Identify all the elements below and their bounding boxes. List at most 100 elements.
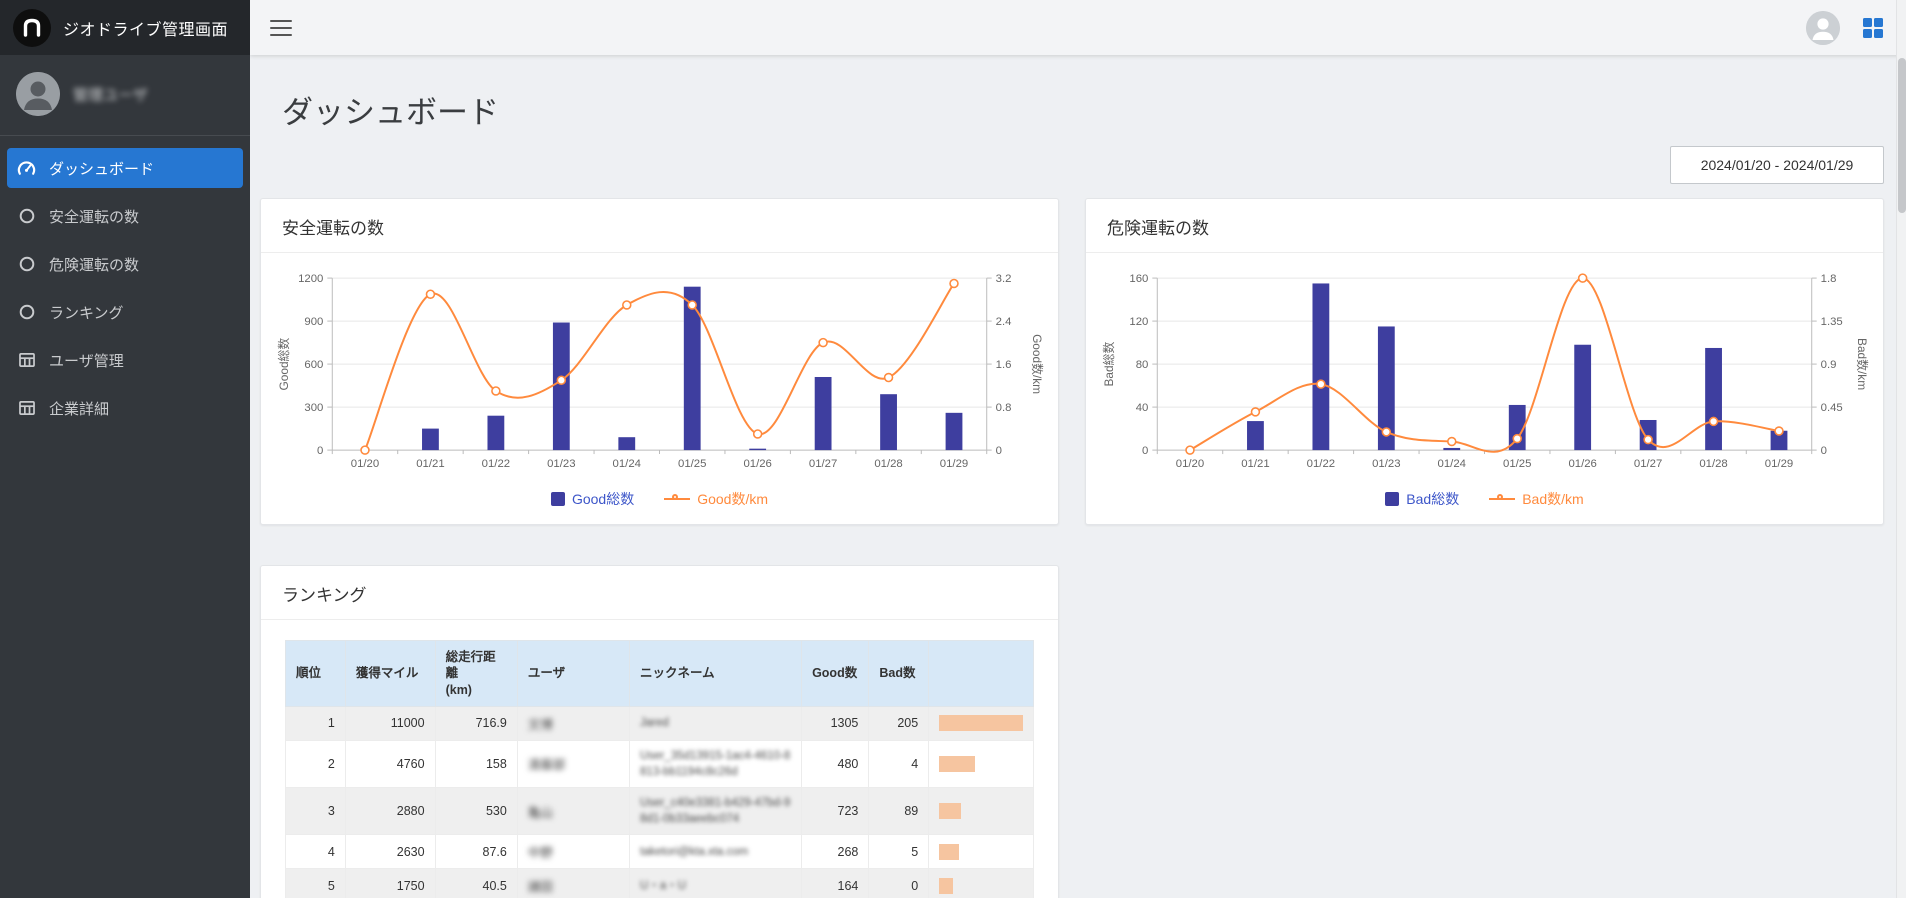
svg-text:01/27: 01/27 — [1634, 458, 1662, 470]
miles-bar-cell — [928, 739, 1034, 788]
date-range-input[interactable] — [1670, 146, 1884, 184]
svg-text:80: 80 — [1136, 359, 1149, 371]
svg-text:Good数/km: Good数/km — [1030, 334, 1044, 394]
table-row: 4 2630 87.6 中野 taketori@kta.xta.com 268 5 — [285, 834, 1034, 870]
nickname-cell: taketori@kta.xta.com — [629, 834, 803, 870]
user-name: 管理ユーザ — [73, 86, 148, 104]
ranking-table-body: 1 11000 716.9 文博 Jared 1305 205 2 4760 158 清藤部 User… — [285, 705, 1034, 898]
safe-driving-chart: 0 0 300 0.8 600 1.6 900 2.4 1200 3.2 01/20 01/21 01/… — [277, 273, 1044, 470]
svg-text:120: 120 — [1129, 316, 1148, 328]
bar-legend-marker-icon — [550, 492, 565, 506]
sidebar-item-danger-driving[interactable]: 危険運転の数 — [7, 244, 243, 284]
safe-driving-card: 安全運転の数 0 0 300 0.8 600 1.6 900 2.4 1200 3.2 01/20 0… — [260, 198, 1059, 525]
circle-icon — [17, 207, 36, 226]
legend-item-line[interactable]: Good数/km — [664, 489, 768, 509]
circle-icon — [17, 255, 36, 274]
danger-driving-chart-area: 0 0 40 0.45 80 0.9 120 1.35 160 1.8 01/20 01/21 01/2… — [1086, 253, 1883, 481]
logo-glyph-icon — [23, 18, 41, 37]
profile-avatar-icon[interactable] — [1806, 10, 1840, 45]
user-cell: 諸田 — [516, 868, 631, 898]
sidebar-item-user-management[interactable]: ユーザ管理 — [7, 340, 243, 380]
svg-text:01/20: 01/20 — [351, 458, 379, 470]
svg-text:01/28: 01/28 — [874, 458, 902, 470]
svg-text:0.9: 0.9 — [1821, 359, 1837, 371]
legend-item-bar[interactable]: Good総数 — [550, 489, 635, 509]
svg-text:1.6: 1.6 — [996, 359, 1012, 371]
column-header: Bad数 — [868, 640, 930, 707]
topbar — [250, 0, 1906, 55]
svg-text:300: 300 — [304, 402, 323, 414]
legend-item-line[interactable]: Bad数/km — [1489, 489, 1584, 509]
bar-legend-marker-icon — [1385, 492, 1400, 506]
distance-cell: 716.9 — [434, 705, 518, 741]
svg-text:01/25: 01/25 — [1503, 458, 1531, 470]
app-title: ジオドライブ管理画面 — [63, 21, 229, 39]
line-legend-marker-icon — [664, 494, 691, 504]
svg-text:2.4: 2.4 — [996, 316, 1012, 328]
table-row: 5 1750 40.5 諸田 U・a・U 164 0 — [285, 868, 1034, 898]
legend-item-bar[interactable]: Bad総数 — [1385, 489, 1459, 509]
column-header: Good数 — [801, 640, 870, 707]
legend-label: Good総数 — [571, 491, 635, 507]
svg-text:01/22: 01/22 — [482, 458, 510, 470]
miles-bar — [939, 715, 1023, 732]
sidebar-item-label: 危険運転の数 — [49, 256, 140, 274]
sidebar-item-label: ランキング — [49, 304, 124, 322]
rank-cell: 2 — [285, 739, 346, 788]
miles-bar — [939, 877, 953, 894]
safe-driving-chart-area: 0 0 300 0.8 600 1.6 900 2.4 1200 3.2 01/20 01/21 01/… — [261, 253, 1058, 481]
miles-cell: 2630 — [344, 834, 436, 870]
rank-cell: 3 — [285, 786, 346, 836]
sidebar-item-label: ダッシュボード — [49, 160, 155, 178]
legend-label: Good数/km — [697, 491, 769, 507]
svg-text:160: 160 — [1129, 273, 1148, 285]
svg-text:01/27: 01/27 — [809, 458, 837, 470]
legend-label: Bad数/km — [1522, 491, 1584, 507]
sidebar-item-label: ユーザ管理 — [49, 352, 124, 370]
bad-count-cell: 0 — [868, 868, 930, 898]
svg-text:01/25: 01/25 — [678, 458, 706, 470]
svg-text:1.35: 1.35 — [1821, 316, 1843, 328]
svg-text:01/20: 01/20 — [1176, 458, 1204, 470]
ranking-table-area: 順位 獲得マイル 総走行距離 (km) ユーザ ニックネーム Good数 Bad数 1 110… — [261, 620, 1058, 898]
user-cell: 亀山 — [516, 786, 631, 836]
column-header: 獲得マイル — [344, 640, 436, 707]
good-count-cell: 164 — [801, 868, 870, 898]
sidebar-item-dashboard[interactable]: ダッシュボード — [7, 148, 243, 188]
svg-text:Good総数: Good総数 — [277, 338, 291, 391]
column-header: 総走行距離 (km) — [434, 640, 518, 707]
user-cell: 文博 — [516, 705, 631, 741]
table-icon — [17, 399, 36, 418]
legend-label: Bad総数 — [1406, 491, 1460, 507]
svg-text:01/22: 01/22 — [1307, 458, 1335, 470]
rank-cell: 4 — [285, 834, 346, 870]
date-row — [260, 146, 1884, 184]
user-avatar-icon — [16, 72, 60, 116]
page-title: ダッシュボード — [282, 95, 499, 130]
rank-cell: 5 — [285, 868, 346, 898]
svg-text:01/23: 01/23 — [547, 458, 575, 470]
sidebar-item-label: 安全運転の数 — [49, 208, 140, 226]
sidebar-item-safe-driving[interactable]: 安全運転の数 — [7, 196, 243, 236]
svg-text:01/23: 01/23 — [1372, 458, 1400, 470]
bad-count-cell: 89 — [868, 786, 930, 836]
sidebar-item-ranking[interactable]: ランキング — [7, 292, 243, 332]
danger-driving-chart: 0 0 40 0.45 80 0.9 120 1.35 160 1.8 01/20 01/21 01/2… — [1102, 273, 1869, 470]
app-logo-icon — [13, 8, 51, 47]
bad-count-cell: 5 — [868, 834, 930, 870]
sidebar-item-company-detail[interactable]: 企業詳細 — [7, 388, 243, 428]
svg-text:01/24: 01/24 — [1438, 458, 1466, 470]
window-scrollbar[interactable] — [1896, 0, 1906, 898]
distance-cell: 530 — [434, 786, 518, 836]
svg-text:01/29: 01/29 — [1765, 458, 1793, 470]
danger-driving-chart-legend: Bad総数 Bad数/km — [1086, 481, 1883, 524]
table-icon — [17, 351, 36, 370]
svg-text:0: 0 — [1821, 445, 1827, 457]
sidebar-item-label: 企業詳細 — [49, 400, 110, 418]
scrollbar-thumb[interactable] — [1898, 58, 1906, 213]
svg-text:01/26: 01/26 — [743, 458, 771, 470]
sidebar-header: ジオドライブ管理画面 — [0, 0, 250, 55]
hamburger-menu-icon[interactable] — [270, 19, 292, 36]
svg-text:01/28: 01/28 — [1699, 458, 1727, 470]
apps-grid-icon[interactable] — [1860, 15, 1886, 41]
